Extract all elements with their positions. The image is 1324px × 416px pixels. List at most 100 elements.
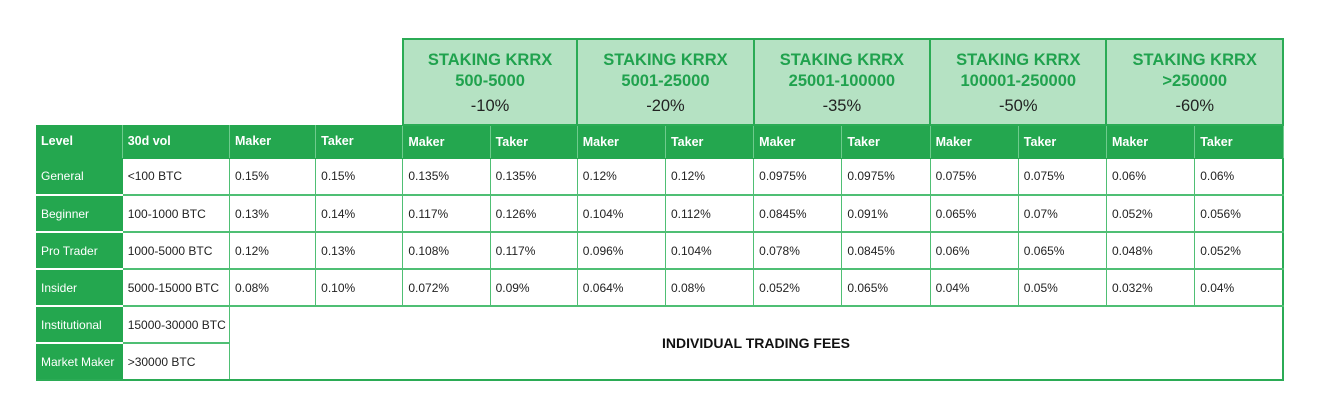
staking-tier-title: STAKING KRRX 25001-100000 xyxy=(779,50,905,90)
maker-fee: 0.13% xyxy=(229,195,317,233)
taker-fee: 0.09% xyxy=(490,269,578,307)
taker-fee: 0.13% xyxy=(315,232,404,270)
taker-fee: 0.104% xyxy=(665,232,755,270)
volume-range: 1000-5000 BTC xyxy=(122,232,230,270)
column-header: Taker xyxy=(315,125,404,159)
maker-fee: 0.06% xyxy=(930,232,1019,270)
level-name: Market Maker xyxy=(36,343,123,381)
column-header: Maker xyxy=(577,125,666,159)
staking-tier-header: STAKING KRRX 25001-100000 -35% xyxy=(752,38,932,126)
taker-fee: 0.065% xyxy=(1018,232,1107,270)
taker-fee: 0.065% xyxy=(841,269,931,307)
staking-tier-header: STAKING KRRX 5001-25000 -20% xyxy=(576,38,755,126)
taker-fee: 0.04% xyxy=(1194,269,1285,307)
taker-fee: 0.10% xyxy=(315,269,404,307)
maker-fee: 0.117% xyxy=(402,195,491,233)
column-header: Maker xyxy=(402,125,491,159)
blank-corner xyxy=(36,39,403,125)
column-header: Maker xyxy=(753,125,843,159)
maker-fee: 0.0845% xyxy=(753,195,843,233)
maker-fee: 0.065% xyxy=(930,195,1019,233)
column-header: Taker xyxy=(1018,125,1107,159)
fee-table-row: Market Maker >30000 BTC xyxy=(36,343,1283,381)
taker-fee: 0.15% xyxy=(315,158,404,196)
fee-table-row: Institutional 15000-30000 BTC INDIVIDUAL T… xyxy=(36,306,1284,381)
fee-table-row: General <100 BTC 0.15% 0.15% 0.135% 0.135% 0.1… xyxy=(36,158,1285,196)
taker-fee: 0.08% xyxy=(665,269,755,307)
taker-fee: 0.117% xyxy=(490,232,578,270)
staking-tier-discount: -50% xyxy=(999,96,1038,115)
staking-tier-header: STAKING KRRX >250000 -60% xyxy=(1105,38,1284,126)
taker-fee: 0.056% xyxy=(1194,195,1285,233)
taker-fee: 0.075% xyxy=(1018,158,1107,196)
level-name: General xyxy=(36,158,123,196)
maker-fee: 0.104% xyxy=(577,195,666,233)
volume-range: >30000 BTC xyxy=(122,343,230,381)
taker-fee: 0.112% xyxy=(665,195,755,233)
taker-fee: 0.0845% xyxy=(841,232,931,270)
maker-fee: 0.04% xyxy=(930,269,1019,307)
maker-fee: 0.052% xyxy=(753,269,843,307)
column-header: Maker xyxy=(1106,125,1196,159)
maker-fee: 0.048% xyxy=(1106,232,1196,270)
maker-fee: 0.064% xyxy=(577,269,666,307)
maker-fee: 0.12% xyxy=(577,158,666,196)
maker-fee: 0.078% xyxy=(753,232,843,270)
taker-fee: 0.06% xyxy=(1194,158,1285,196)
taker-fee: 0.12% xyxy=(665,158,755,196)
trading-fee-table: STAKING KRRX 500-5000 -10% STAKING KRRX 50… xyxy=(36,38,1285,381)
column-header-row: Level 30d vol Maker Taker Maker Taker Maker Tak… xyxy=(36,125,1284,159)
level-name: Institutional xyxy=(36,306,123,344)
level-name: Pro Trader xyxy=(36,232,123,270)
level-name: Insider xyxy=(36,269,123,307)
column-header: Taker xyxy=(490,125,578,159)
taker-fee: 0.14% xyxy=(315,195,404,233)
maker-fee: 0.096% xyxy=(577,232,666,270)
staking-tier-title: STAKING KRRX 500-5000 xyxy=(427,50,553,90)
column-header: Level xyxy=(36,125,123,159)
staking-tier-discount: -20% xyxy=(646,96,685,115)
column-header: Taker xyxy=(665,125,755,159)
taker-fee: 0.07% xyxy=(1018,195,1107,233)
staking-tier-header: STAKING KRRX 100001-250000 -50% xyxy=(929,38,1108,126)
maker-fee: 0.032% xyxy=(1106,269,1196,307)
maker-fee: 0.072% xyxy=(402,269,491,307)
staking-tier-header: STAKING KRRX 500-5000 -10% xyxy=(401,38,579,126)
maker-fee: 0.12% xyxy=(229,232,317,270)
staking-tier-title: STAKING KRRX 100001-250000 xyxy=(956,50,1081,90)
taker-fee: 0.05% xyxy=(1018,269,1107,307)
maker-fee: 0.0975% xyxy=(753,158,843,196)
volume-range: 15000-30000 BTC xyxy=(122,306,230,344)
taker-fee: 0.126% xyxy=(490,195,578,233)
taker-fee: 0.135% xyxy=(490,158,578,196)
staking-tier-title: STAKING KRRX >250000 xyxy=(1132,50,1257,90)
staking-tier-discount: -35% xyxy=(822,96,862,115)
fee-table-row: Beginner 100-1000 BTC 0.13% 0.14% 0.117% 0.12… xyxy=(36,195,1285,233)
column-header: 30d vol xyxy=(122,125,230,159)
volume-range: 100-1000 BTC xyxy=(122,195,230,233)
staking-tier-discount: -60% xyxy=(1175,96,1214,115)
volume-range: <100 BTC xyxy=(122,158,230,196)
maker-fee: 0.15% xyxy=(229,158,317,196)
taker-fee: 0.0975% xyxy=(841,158,931,196)
maker-fee: 0.075% xyxy=(930,158,1019,196)
staking-tier-discount: -10% xyxy=(470,96,510,115)
staking-tier-title: STAKING KRRX 5001-25000 xyxy=(603,50,728,90)
individual-fees-note: INDIVIDUAL TRADING FEES xyxy=(228,306,1284,381)
maker-fee: 0.108% xyxy=(402,232,491,270)
taker-fee: 0.052% xyxy=(1194,232,1285,270)
level-name: Beginner xyxy=(36,195,123,233)
maker-fee: 0.08% xyxy=(229,269,317,307)
taker-fee: 0.091% xyxy=(841,195,931,233)
staking-tier-header-row: STAKING KRRX 500-5000 -10% STAKING KRRX 50… xyxy=(36,38,1284,126)
column-header: Taker xyxy=(841,125,931,159)
column-header: Maker xyxy=(229,125,317,159)
volume-range: 5000-15000 BTC xyxy=(122,269,230,307)
maker-fee: 0.06% xyxy=(1106,158,1196,196)
fee-table-row: Insider 5000-15000 BTC 0.08% 0.10% 0.072% 0.0… xyxy=(36,269,1285,307)
maker-fee: 0.052% xyxy=(1106,195,1196,233)
maker-fee: 0.135% xyxy=(402,158,491,196)
column-header: Taker xyxy=(1194,125,1284,159)
fee-table-row: Pro Trader 1000-5000 BTC 0.12% 0.13% 0.108% 0… xyxy=(36,232,1285,270)
column-header: Maker xyxy=(930,125,1019,159)
